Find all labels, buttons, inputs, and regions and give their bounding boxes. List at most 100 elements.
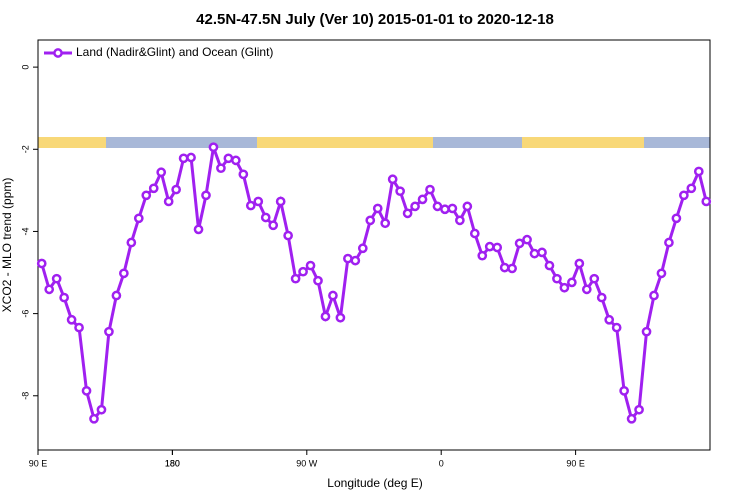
data-point [432,201,443,212]
data-point [96,404,107,415]
data-point [462,201,473,212]
data-point [589,273,600,284]
data-point [253,196,264,207]
data-point [231,155,241,166]
data-point [552,273,562,284]
y-tick-label: 0 [20,65,30,70]
data-point [111,290,122,301]
data-point [335,312,346,323]
data-point [260,212,271,223]
data-point [59,292,69,303]
y-axis-label: XCO2 - MLO trend (ppm) [0,178,14,313]
data-point [163,196,174,207]
land-band [257,137,433,148]
data-point [81,385,92,396]
data-point [148,183,159,194]
data-point [74,322,84,333]
data-point [343,253,353,264]
data-point [529,248,540,259]
data-point [223,153,234,164]
plot-frame [37,39,711,451]
data-point [387,174,398,185]
data-point [372,203,383,214]
data-point [455,215,465,226]
data-point [544,260,555,271]
data-point [141,190,152,201]
data-point [537,247,547,258]
x-tick-label: 90 W [296,458,318,468]
y-tick-label: -6 [20,310,30,318]
data-point [104,326,114,337]
x-axis-label: Longitude (deg E) [327,476,422,490]
legend-marker [53,48,63,58]
legend-text: Land (Nadir&Glint) and Ocean (Glint) [76,45,273,59]
x-tick-label: 90 E [29,458,48,468]
data-point [604,314,615,325]
data-point [671,213,682,224]
data-point [51,273,62,284]
data-point [693,166,704,177]
chart-title: 42.5N-47.5N July (Ver 10) 2015-01-01 to … [196,11,554,28]
data-point [44,284,55,295]
data-point [395,186,405,197]
data-point [380,218,391,229]
data-point [679,190,689,201]
data-point [290,273,301,284]
data-point [649,290,659,301]
data-point [133,213,144,224]
data-point [350,255,361,266]
land-ocean-strip [38,137,710,148]
data-point [410,201,420,212]
data-point [283,230,293,241]
data-point [522,234,532,245]
data-point [201,190,211,201]
data-point [275,196,286,207]
data-point [484,241,495,252]
data-point [320,311,331,322]
data-point [492,242,503,253]
data-point [514,238,525,249]
data-point [567,277,577,288]
data-point [357,243,368,254]
data-point [298,266,308,277]
data-point [581,284,592,295]
data-point [402,208,413,219]
data-point [365,215,376,226]
data-point [313,275,323,286]
data-point [186,152,196,163]
data-point [66,314,77,325]
data-point [89,413,99,424]
data-point [447,203,458,214]
data-point [268,220,279,231]
data-point [634,404,644,415]
data-point [245,200,256,211]
x-tick-label: 180 [165,458,180,468]
x-tick-label: 90 E [566,458,585,468]
data-point [559,282,570,293]
data-point [656,268,667,279]
data-point [126,237,137,248]
data-point [596,292,607,303]
y-tick-label: -4 [20,227,30,235]
data-point [611,322,622,333]
data-point [619,385,629,396]
data-point [36,258,47,269]
data-point [193,224,204,235]
data-point [216,163,226,174]
data-point [417,194,428,205]
x-tick-label: 0 [439,458,444,468]
land-band [522,137,644,148]
data-point [328,290,338,301]
data-point [171,184,181,195]
y-tick-label: -8 [20,392,30,400]
data-point [156,167,167,178]
data-point [208,142,219,153]
data-point [425,184,435,195]
data-point [664,237,674,248]
data-point [440,204,450,215]
data-point [574,258,585,269]
data-point [701,196,712,207]
data-line [40,146,708,422]
y-tick-label: -2 [20,145,30,153]
